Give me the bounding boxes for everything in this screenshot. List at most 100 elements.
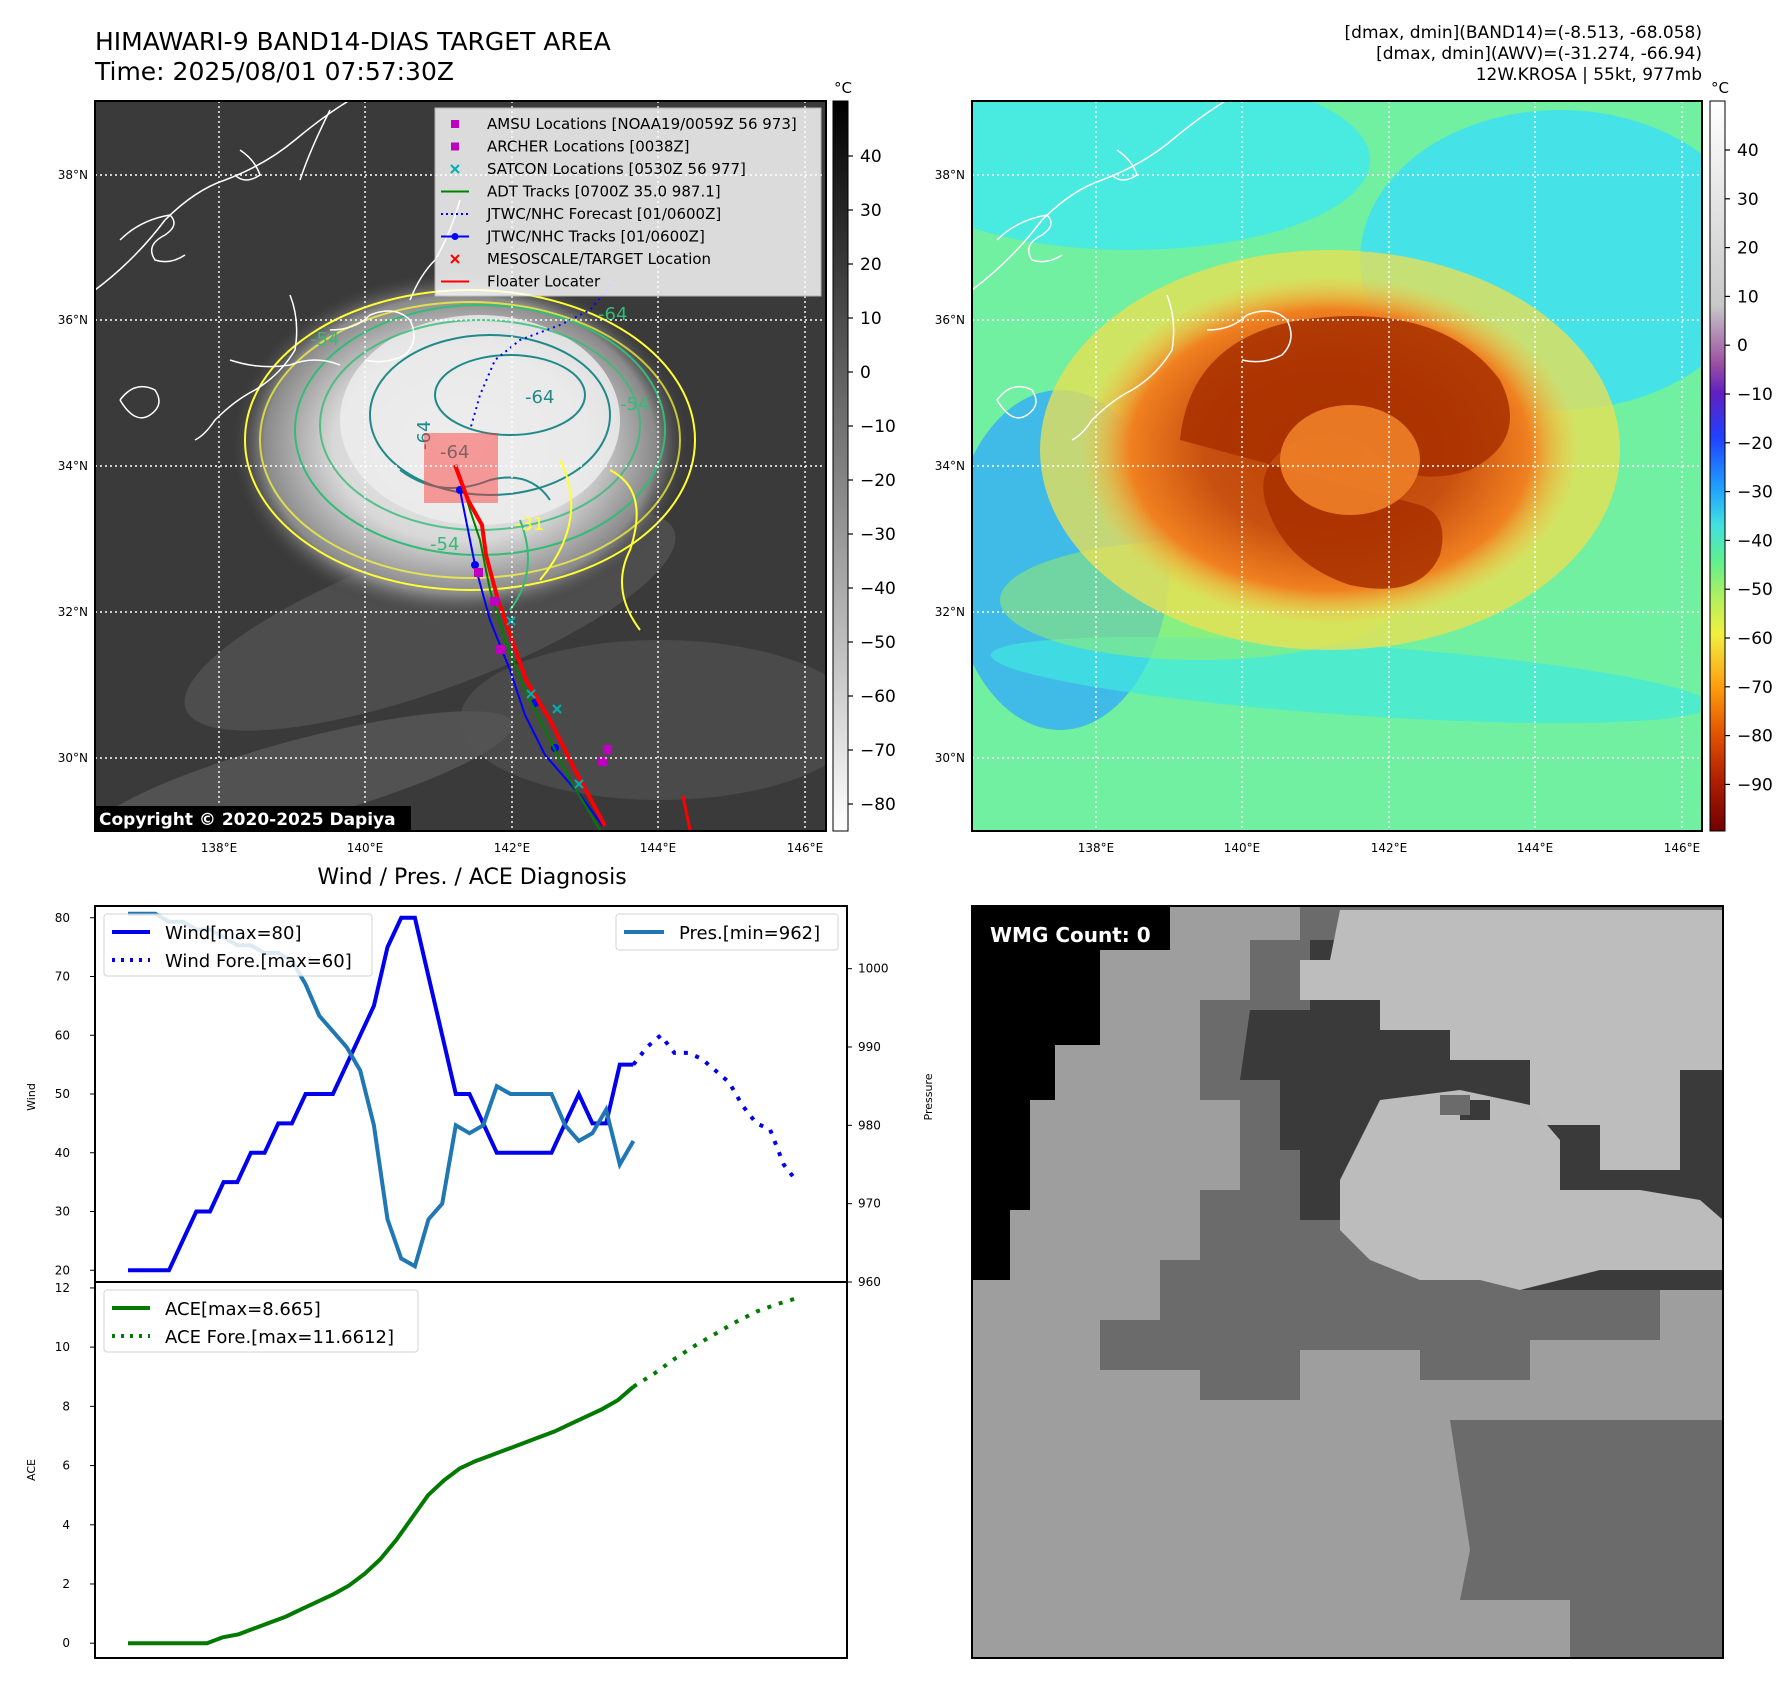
contour-label: -54: [430, 534, 459, 555]
lat-label: 36°N: [58, 313, 88, 327]
ace-tick: 6: [62, 1459, 70, 1473]
wind-tick: 40: [55, 1146, 70, 1160]
legend-label: JTWC/NHC Forecast [01/0600Z]: [486, 205, 721, 223]
lat-label: 32°N: [935, 605, 965, 619]
diagnosis-title: Wind / Pres. / ACE Diagnosis: [317, 865, 626, 890]
wind-legend: Wind[max=80] Wind Fore.[max=60]: [103, 913, 373, 977]
colorbar-tick: −50: [1737, 580, 1773, 600]
lon-label: 146°E: [1664, 841, 1701, 855]
wmg-panel: [972, 906, 1723, 1658]
colorbar-tick: −80: [1737, 727, 1773, 747]
lat-label: 30°N: [58, 751, 88, 765]
floater-track: [453, 464, 607, 827]
awv-map: [972, 101, 1702, 831]
ace-axis-label: ACE: [25, 1459, 38, 1481]
info-awv: [dmax, dmin](AWV)=(-31.274, -66.94): [1376, 44, 1702, 64]
pressure-legend: Pres.[min=962]: [615, 913, 839, 951]
ace-tick: 2: [62, 1577, 70, 1591]
wmg-count: WMG Count: 0: [990, 923, 1151, 947]
legend-label: ARCHER Locations [0038Z]: [487, 138, 690, 156]
lon-label: 138°E: [1078, 841, 1115, 855]
colorbar-tick: −30: [860, 525, 896, 545]
contour-label: -64: [414, 421, 435, 450]
colorbar-tick: 10: [1737, 287, 1759, 307]
ace-tick: 0: [62, 1636, 70, 1650]
lon-label: 140°E: [347, 841, 384, 855]
colorbar-tick: −90: [1737, 775, 1773, 795]
pressure-tick: 970: [858, 1197, 881, 1211]
colorbar-tick: −60: [1737, 629, 1773, 649]
legend-pressure: Pres.[min=962]: [679, 923, 820, 944]
legend-label: ADT Tracks [0700Z 35.0 987.1]: [487, 183, 721, 201]
colorbar-tick: 40: [1737, 141, 1759, 161]
figure-title: HIMAWARI-9 BAND14-DIAS TARGET AREA: [95, 27, 611, 56]
contour-label: -64: [440, 442, 469, 463]
pressure-tick: 990: [858, 1040, 881, 1054]
lat-label: 30°N: [935, 751, 965, 765]
contour-label: -54: [310, 329, 339, 350]
colorbar-tick: −60: [860, 687, 896, 707]
awv-gridlines: [972, 101, 1702, 831]
wmg-black-region: [972, 906, 1170, 1280]
legend-label: SATCON Locations [0530Z 56 977]: [487, 160, 746, 178]
legend-wind: Wind[max=80]: [165, 923, 302, 944]
amsu-points: [474, 568, 612, 766]
lat-label: 36°N: [935, 313, 965, 327]
info-band14: [dmax, dmin](BAND14)=(-8.513, -68.058): [1345, 23, 1702, 43]
wind-tick: 30: [55, 1205, 70, 1219]
ace-legend: ACE[max=8.665] ACE Fore.[max=11.6612]: [103, 1289, 419, 1353]
lon-label: 146°E: [787, 841, 824, 855]
ir-legend: AMSU Locations [NOAA19/0059Z 56 973] ARCH…: [434, 107, 822, 297]
wind-tick: 70: [55, 970, 70, 984]
copyright-text: Copyright © 2020-2025 Dapiya: [99, 810, 396, 830]
wind-tick: 60: [55, 1028, 70, 1042]
wmg-light: [1300, 910, 1723, 1170]
coastline: [972, 101, 1292, 441]
colorbar-tick: 10: [860, 309, 882, 329]
contour-label: -31: [515, 514, 544, 535]
colorbar-tick: 30: [860, 201, 882, 221]
ace-tick: 4: [62, 1518, 70, 1532]
lon-label: 142°E: [1371, 841, 1408, 855]
ace-forecast-line: [632, 1296, 798, 1389]
colorbar-tick: −40: [1737, 531, 1773, 551]
wmg-light-inner: [1340, 1090, 1723, 1290]
pressure-tick: 1000: [858, 962, 889, 976]
lat-label: 34°N: [935, 459, 965, 473]
ir-lat-labels: 38°N 36°N 34°N 32°N 30°N: [58, 168, 88, 765]
contour-teal: [369, 334, 611, 496]
contour-green: [294, 304, 666, 556]
wind-forecast-line: [631, 1032, 799, 1184]
lat-label: 32°N: [58, 605, 88, 619]
info-storm: 12W.KROSA | 55kt, 977mb: [1476, 65, 1702, 85]
legend-ace: ACE[max=8.665]: [165, 1299, 321, 1320]
colorbar-tick: 20: [860, 255, 882, 275]
wmg-badge: [980, 920, 1166, 950]
contour-label: -54: [620, 394, 649, 415]
legend-label: AMSU Locations [NOAA19/0059Z 56 973]: [487, 115, 797, 133]
ace-tick: 8: [62, 1399, 70, 1413]
ace-line: [128, 1385, 635, 1646]
legend-marker: [451, 142, 459, 151]
colorbar-tick: 40: [860, 147, 882, 167]
lon-label: 142°E: [494, 841, 531, 855]
wind-tick: 80: [55, 911, 70, 925]
legend-marker: [450, 254, 460, 264]
colorbar-tick: −20: [1737, 434, 1773, 454]
ace-tick: 10: [55, 1340, 70, 1354]
lon-label: 138°E: [201, 841, 238, 855]
lon-label: 144°E: [640, 841, 677, 855]
ir-lon-labels: 138°E 140°E 142°E 144°E 146°E: [201, 841, 824, 855]
colorbar-tick: −80: [860, 795, 896, 815]
ace-tick: 12: [55, 1281, 70, 1295]
pressure-tick: 960: [858, 1275, 881, 1289]
colorbar-tick: 30: [1737, 190, 1759, 210]
lat-label: 38°N: [935, 168, 965, 182]
colorbar-tick: 0: [860, 363, 871, 383]
pressure-tick: 980: [858, 1118, 881, 1132]
awv-lon-labels: 138°E 140°E 142°E 144°E 146°E: [1078, 841, 1701, 855]
awv-dry-slot: [1180, 316, 1510, 589]
awv-colorbar: °C 40 30 20 10 0 −10 −20 −30 −40 −50 −60 −70 −80 −90: [1709, 79, 1773, 832]
legend-wind-forecast: Wind Fore.[max=60]: [165, 951, 352, 972]
